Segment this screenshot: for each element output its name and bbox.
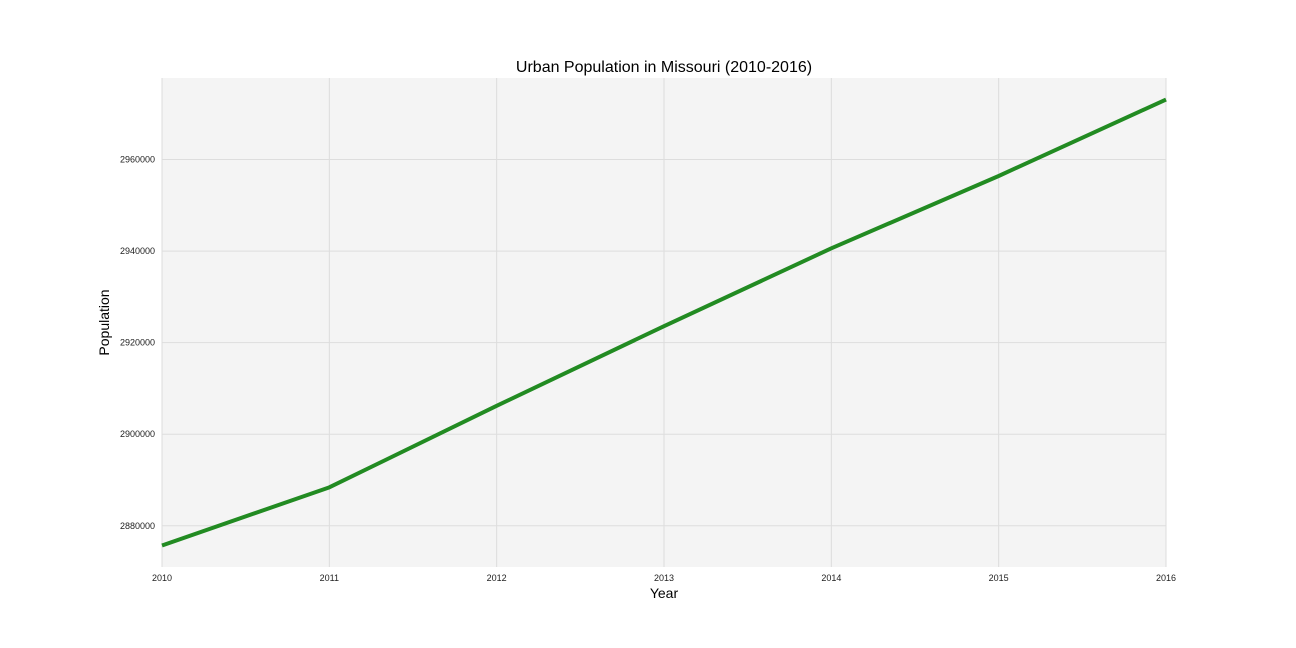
x-tick-label: 2015 — [989, 573, 1009, 583]
x-tick-label: 2012 — [487, 573, 507, 583]
x-tick-label: 2011 — [320, 573, 339, 583]
y-tick-label: 2900000 — [120, 429, 155, 439]
x-axis-ticks: 2010 2011 2012 2013 2014 2015 2016 — [152, 573, 1176, 583]
y-tick-label: 2960000 — [120, 155, 155, 165]
x-tick-label: 2010 — [152, 573, 172, 583]
y-axis-label: Population — [96, 289, 112, 355]
y-tick-label: 2940000 — [120, 246, 155, 256]
y-tick-label: 2920000 — [120, 338, 155, 348]
x-tick-label: 2013 — [654, 573, 674, 583]
grid — [161, 78, 1167, 567]
x-tick-label: 2014 — [821, 573, 841, 583]
y-tick-label: 2880000 — [120, 521, 155, 531]
x-axis-label: Year — [650, 585, 679, 601]
chart-title: Urban Population in Missouri (2010-2016) — [516, 59, 812, 76]
x-tick-label: 2016 — [1156, 573, 1176, 583]
series-layer — [161, 97, 1167, 548]
series-line — [161, 97, 1167, 548]
y-axis-ticks: 2880000 2900000 2920000 2940000 2960000 — [120, 155, 155, 531]
